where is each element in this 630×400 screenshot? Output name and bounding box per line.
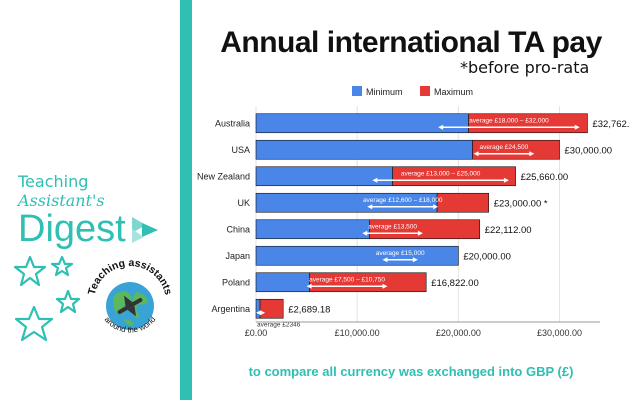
brand-word-assistants: Assistant's (18, 191, 105, 210)
category-label-6: Poland (222, 277, 250, 287)
range-arrow-right-2 (503, 177, 509, 183)
total-label-1: £30,000.00 (565, 145, 613, 156)
total-label-4: £22,112.00 (485, 225, 532, 236)
x-tick-label-2: £20,000.00 (436, 328, 481, 338)
average-annotation-7: average £2346 (257, 321, 301, 328)
total-label-5: £20,000.00 (463, 251, 511, 262)
legend-swatch-0 (352, 86, 362, 96)
bar-minimum-1 (255, 139, 473, 160)
category-label-4: China (226, 224, 250, 234)
range-arrow-left-2 (372, 177, 378, 183)
average-annotation-2: average £13,000 – £25,000 (401, 170, 481, 177)
stars-decoration-icon (13, 255, 81, 342)
total-label-7: £2,689.18 (288, 304, 330, 315)
average-annotation-6: average £7,500 – £10,750 (309, 276, 385, 283)
x-tick-label-0: £0.00 (245, 328, 268, 338)
range-arrow-left-4 (362, 230, 368, 236)
bar-maximum-0 (468, 113, 588, 134)
range-arrow-left-7 (256, 310, 261, 316)
bar-minimum-5 (255, 245, 459, 266)
accent-divider (180, 0, 192, 400)
range-arrow-left-0 (438, 124, 444, 130)
bar-maximum-1 (472, 139, 560, 160)
range-arrow-right-7 (260, 310, 266, 316)
category-label-5: Japan (225, 251, 250, 261)
bar-minimum-6 (255, 272, 310, 293)
bar-maximum-6 (309, 272, 427, 293)
brand-name-line1: Teaching Assistant's (18, 172, 178, 210)
range-arrow-right-3 (433, 204, 439, 210)
bar-minimum-7 (255, 298, 261, 319)
legend-label-0: Minimum (366, 87, 403, 97)
bar-maximum-4 (369, 219, 481, 240)
total-label-2: £25,660.00 (521, 172, 569, 183)
chart-title: Annual international TA pay (220, 26, 602, 59)
brand-word-digest: Digest (18, 208, 126, 250)
x-tick-label-3: £30,000.00 (537, 328, 582, 338)
range-arrow-left-1 (473, 151, 479, 157)
total-label-6: £16,822.00 (431, 278, 479, 289)
footer-note: to compare all currency was exchanged in… (248, 364, 574, 379)
globe-badge-icon: Teaching assistants around the world (86, 257, 174, 335)
play-arrows-icon (131, 216, 158, 243)
average-annotation-1: average £24,500 (479, 144, 528, 151)
range-arrow-right-4 (417, 230, 423, 236)
average-annotation-5: average £15,000 (376, 250, 425, 257)
category-label-2: New Zealand (197, 171, 250, 181)
x-tick-label-1: £10,000.00 (335, 328, 380, 338)
bar-maximum-7 (259, 298, 284, 319)
brand-word-teaching: Teaching (18, 172, 89, 191)
bar-maximum-2 (392, 166, 516, 187)
range-arrow-left-5 (382, 257, 388, 263)
average-annotation-4: average £13,500 (368, 223, 417, 230)
bar-maximum-3 (436, 192, 490, 213)
total-label-3: £23,000.00 * (494, 198, 548, 209)
bar-minimum-2 (255, 166, 393, 187)
range-arrow-left-6 (306, 283, 312, 289)
brand-logo: Teaching Assistant's Digest (18, 172, 178, 251)
brand-name-line2: Digest (18, 208, 178, 251)
legend-swatch-1 (420, 86, 430, 96)
range-arrow-left-3 (367, 204, 373, 210)
category-label-7: Argentina (211, 304, 250, 314)
bar-minimum-4 (255, 219, 370, 240)
range-arrow-right-6 (382, 283, 388, 289)
brand-panel: Teaching Assistant's Digest (0, 0, 180, 400)
category-label-0: Australia (215, 118, 250, 128)
bar-minimum-0 (255, 113, 469, 134)
category-label-1: USA (231, 145, 250, 155)
category-label-3: UK (237, 198, 250, 208)
range-arrow-right-0 (574, 124, 580, 130)
average-annotation-0: average £18,000 – £32,000 (469, 117, 549, 124)
chart-subtitle: *before pro-rata (460, 58, 590, 77)
average-annotation-3: average £12,600 – £18,000 (363, 197, 443, 204)
total-label-0: £32,762.00 (592, 119, 630, 130)
range-arrow-right-1 (529, 151, 535, 157)
range-arrow-right-5 (412, 257, 418, 263)
legend-label-1: Maximum (434, 87, 473, 97)
